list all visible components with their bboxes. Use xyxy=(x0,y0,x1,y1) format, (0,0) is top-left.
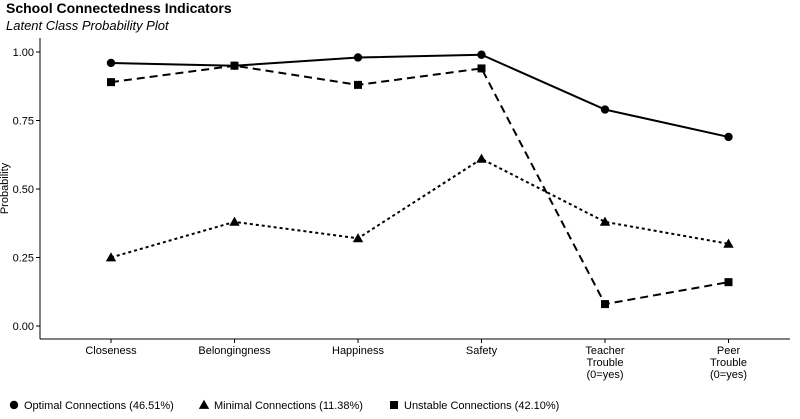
x-tick-label: Belongingness xyxy=(198,345,271,357)
data-point-square xyxy=(601,300,609,309)
data-point-square xyxy=(230,61,239,70)
x-tick-label: Safety xyxy=(466,345,498,357)
series-line-circle xyxy=(110,53,729,138)
data-point-triangle xyxy=(599,216,611,226)
data-point-triangle xyxy=(723,238,734,248)
chart-subtitle: Latent Class Probability Plot xyxy=(6,18,169,33)
y-tick-label: 1.00 xyxy=(13,47,34,59)
y-tick-label: 0.00 xyxy=(13,321,34,333)
data-point-circle xyxy=(353,53,363,62)
data-point-triangle xyxy=(105,252,117,262)
y-tick-label: 0.50 xyxy=(13,184,34,196)
y-tick-label: 0.25 xyxy=(13,253,34,265)
x-tick-label: Closeness xyxy=(85,345,137,357)
legend-key-triangle xyxy=(198,399,210,409)
data-point-triangle xyxy=(229,216,240,226)
data-point-circle xyxy=(106,58,116,68)
y-axis-title: Probability xyxy=(0,162,11,214)
data-point-circle xyxy=(477,50,486,59)
data-point-triangle xyxy=(476,153,487,163)
legend-key-circle xyxy=(9,400,19,410)
data-point-triangle xyxy=(352,233,364,243)
data-point-square xyxy=(724,278,733,287)
series-line-square xyxy=(110,64,729,306)
series-line-triangle xyxy=(110,157,729,259)
x-tick-label: Peer Trouble (0=yes) xyxy=(710,345,747,381)
data-point-circle xyxy=(724,132,733,142)
legend-key-square xyxy=(390,401,398,409)
x-tick-label: Happiness xyxy=(332,345,384,357)
legend-label: Minimal Connections (11.38%) xyxy=(214,400,363,412)
x-tick-label: Teacher Trouble (0=yes) xyxy=(585,345,624,381)
y-tick-label: 0.75 xyxy=(13,116,34,128)
legend-label: Optimal Connections (46.51%) xyxy=(24,400,174,412)
chart-title: School Connectedness Indicators xyxy=(6,0,232,16)
legend-label: Unstable Connections (42.10%) xyxy=(404,400,559,412)
data-point-square xyxy=(354,80,362,89)
data-point-square xyxy=(477,64,486,73)
data-point-circle xyxy=(600,105,610,114)
data-point-square xyxy=(107,78,115,87)
